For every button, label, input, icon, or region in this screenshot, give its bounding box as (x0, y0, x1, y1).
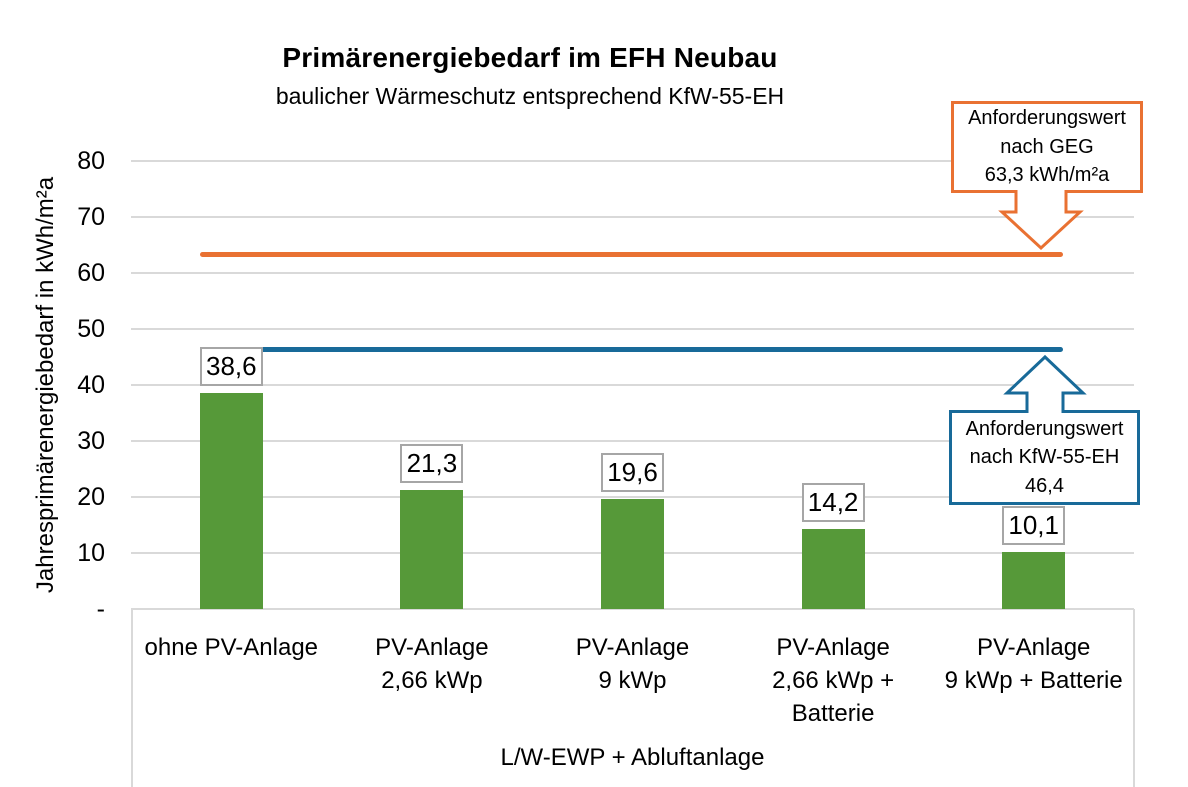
gridline (131, 496, 1134, 498)
reference-line-geg (200, 252, 1063, 258)
bar-value-label: 14,2 (801, 483, 865, 523)
bar (601, 499, 664, 609)
y-tick-label: 20 (77, 483, 105, 511)
gridline (131, 328, 1134, 330)
gridline (131, 216, 1134, 218)
bar (801, 529, 865, 609)
category-label: PV-Anlage 2,66 kWp (375, 634, 489, 695)
y-tick-label: 70 (77, 203, 105, 231)
x-axis-line (131, 608, 1134, 610)
axis-border (131, 609, 133, 787)
bar-value-label: 21,3 (400, 443, 464, 483)
group-axis-label: L/W-EWP + Abluftanlage (500, 744, 765, 771)
category-label: PV-Anlage 9 kWp + Batterie (944, 634, 1123, 695)
chart-title: Primärenergiebedarf im EFH Neubau (282, 42, 778, 73)
gridline (131, 384, 1134, 386)
callout-geg: Anforderungswert nach GEG 63,3 kWh/m²a (951, 101, 1143, 193)
y-tick-label: 80 (77, 147, 105, 175)
gridline (131, 272, 1134, 274)
gridline (131, 160, 1134, 162)
bar (1002, 552, 1066, 609)
y-tick-label: - (96, 595, 105, 623)
category-label: ohne PV-Anlage (144, 634, 319, 661)
gridline (131, 440, 1134, 442)
y-tick-label: 30 (77, 427, 105, 455)
bar (400, 489, 464, 609)
y-tick-label: 50 (77, 315, 105, 343)
y-tick-label: 10 (77, 539, 105, 567)
bar-value-label: 10,1 (1002, 506, 1066, 546)
arrow-down-icon (998, 190, 1084, 251)
category-label: PV-Anlage 9 kWp (575, 634, 690, 695)
y-tick-label: 60 (77, 259, 105, 287)
bar-value-label: 38,6 (199, 346, 263, 386)
axis-border (1133, 609, 1135, 787)
category-label: PV-Anlage 2,66 kWp + Batterie (772, 634, 895, 728)
reference-line-kfw-55-eh (200, 346, 1063, 352)
y-tick-label: 40 (77, 371, 105, 399)
chart-subtitle: baulicher Wärmeschutz entsprechend KfW-5… (275, 83, 785, 109)
callout-kfw: Anforderungswert nach KfW-55-EH 46,4 (949, 410, 1140, 505)
bar-value-label: 19,6 (601, 453, 664, 493)
bar (199, 392, 263, 609)
